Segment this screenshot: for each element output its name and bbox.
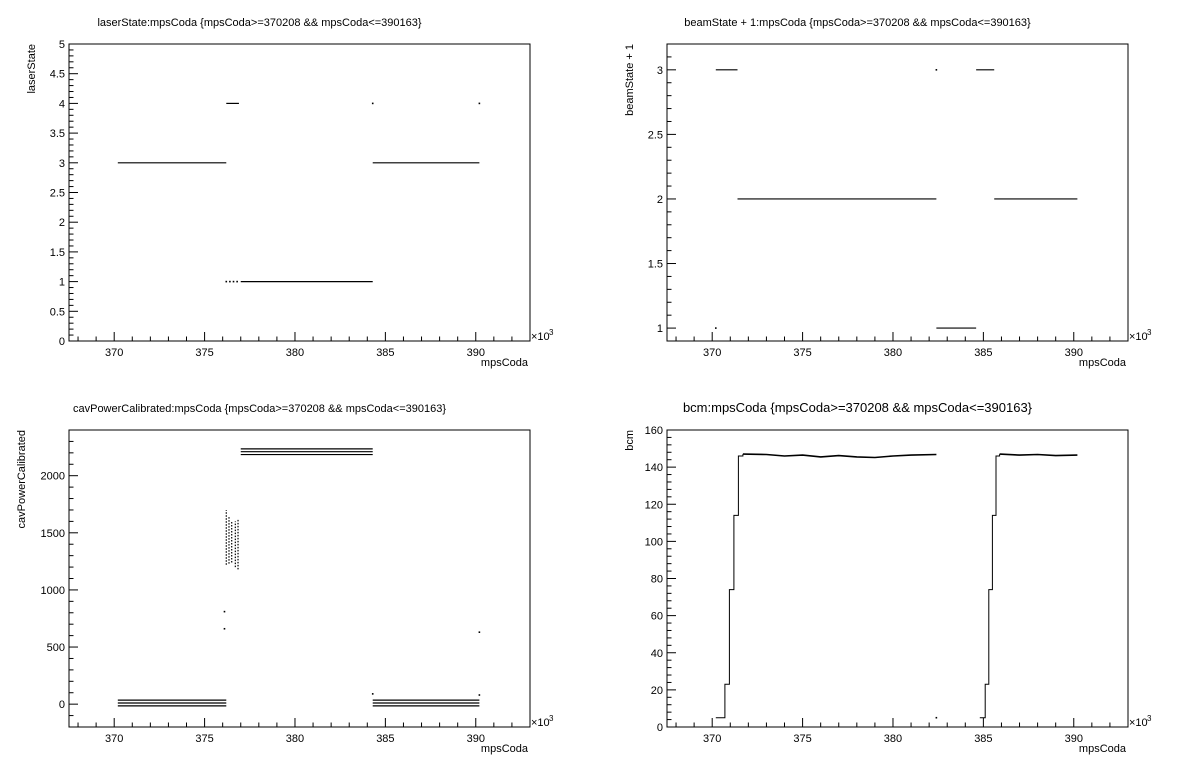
data-point (223, 610, 226, 613)
y-tick-label: 1 (657, 323, 663, 335)
plot-frame (68, 429, 531, 728)
data-point (225, 280, 228, 283)
x-axis-label: mpsCoda (481, 743, 529, 755)
y-tick-label: 3 (59, 158, 65, 170)
x-tick-label: 385 (974, 347, 992, 359)
y-tick-label: 60 (651, 611, 663, 623)
data-point (223, 627, 226, 630)
y-tick-label: 20 (651, 685, 663, 697)
y-tick-label: 80 (651, 574, 663, 586)
chart-title: cavPowerCalibrated:mpsCoda {mpsCoda>=370… (73, 403, 446, 415)
x-axis-label: mpsCoda (1079, 743, 1127, 755)
y-axis-label: cavPowerCalibrated (16, 430, 28, 528)
y-tick-label: 0 (657, 722, 663, 734)
x-axis-multiplier: ×10 (1129, 331, 1148, 343)
x-tick-label: 375 (793, 733, 811, 745)
y-axis-label: bcm (624, 430, 636, 451)
data-point (229, 280, 231, 283)
plot-frame (666, 43, 1129, 342)
x-axis-exponent: 3 (549, 714, 554, 723)
y-tick-label: 4 (59, 98, 65, 110)
y-tick-label: 1.5 (50, 247, 65, 259)
y-tick-label: 40 (651, 648, 663, 660)
y-tick-label: 1500 (41, 528, 65, 540)
x-axis-exponent: 3 (1147, 714, 1152, 723)
y-tick-label: 500 (47, 642, 65, 654)
x-axis-exponent: 3 (549, 328, 554, 337)
data-series-plateau2 (999, 453, 1078, 457)
y-tick-label: 4.5 (50, 69, 65, 81)
x-tick-label: 380 (884, 347, 902, 359)
x-axis-multiplier: ×10 (531, 331, 550, 343)
y-tick-label: 0 (59, 336, 65, 348)
x-tick-label: 385 (376, 347, 394, 359)
y-tick-label: 120 (645, 499, 663, 511)
plot-frame (666, 429, 1129, 728)
y-tick-label: 2.5 (648, 129, 663, 141)
y-axis-label: laserState (26, 44, 38, 94)
x-tick-label: 370 (105, 733, 123, 745)
x-axis-multiplier: ×10 (531, 717, 550, 729)
x-tick-label: 390 (1065, 347, 1083, 359)
y-tick-label: 1.5 (648, 259, 663, 271)
x-axis-multiplier: ×10 (1129, 717, 1148, 729)
panel-cavPowerCalibrated: cavPowerCalibrated:mpsCoda {mpsCoda>=370… (16, 403, 554, 755)
data-series-steps2 (979, 454, 1001, 719)
chart-title: beamState + 1:mpsCoda {mpsCoda>=370208 &… (684, 17, 1031, 29)
data-point (478, 631, 481, 633)
x-tick-label: 390 (467, 347, 485, 359)
x-tick-label: 370 (703, 733, 721, 745)
x-tick-label: 385 (974, 733, 992, 745)
panel-beamState: beamState + 1:mpsCoda {mpsCoda>=370208 &… (624, 17, 1152, 369)
data-point (478, 694, 481, 696)
data-point (371, 102, 374, 105)
x-axis-exponent: 3 (1147, 328, 1152, 337)
x-tick-label: 385 (376, 733, 394, 745)
data-series-plateau (742, 453, 937, 459)
x-axis-label: mpsCoda (481, 357, 529, 369)
plot-frame (68, 43, 531, 342)
data-point (371, 693, 374, 695)
chart-title: laserState:mpsCoda {mpsCoda>=370208 && m… (97, 17, 421, 29)
x-axis-label: mpsCoda (1079, 357, 1127, 369)
data-point (935, 69, 938, 71)
data-point (236, 280, 238, 283)
y-tick-label: 140 (645, 462, 663, 474)
y-tick-label: 3 (657, 65, 663, 77)
panel-laserState: laserState:mpsCoda {mpsCoda>=370208 && m… (26, 17, 554, 369)
x-tick-label: 380 (884, 733, 902, 745)
y-tick-label: 100 (645, 536, 663, 548)
x-tick-label: 375 (793, 347, 811, 359)
data-series-steps (715, 454, 744, 719)
y-tick-label: 3.5 (50, 128, 65, 140)
chart-title: bcm:mpsCoda {mpsCoda>=370208 && mpsCoda<… (683, 400, 1033, 415)
data-point (478, 102, 481, 105)
data-point (232, 280, 235, 283)
y-tick-label: 1000 (41, 585, 65, 597)
y-axis-label: beamState + 1 (624, 44, 636, 116)
x-tick-label: 370 (105, 347, 123, 359)
y-tick-label: 0 (59, 699, 65, 711)
y-tick-label: 2.5 (50, 188, 65, 200)
y-tick-label: 1 (59, 277, 65, 289)
x-tick-label: 380 (286, 347, 304, 359)
x-tick-label: 380 (286, 733, 304, 745)
y-tick-label: 0.5 (50, 306, 65, 318)
y-tick-label: 160 (645, 425, 663, 437)
data-point (935, 716, 938, 719)
y-tick-label: 2 (59, 217, 65, 229)
x-tick-label: 390 (467, 733, 485, 745)
data-point (715, 327, 717, 329)
x-tick-label: 370 (703, 347, 721, 359)
y-tick-label: 2000 (41, 471, 65, 483)
y-tick-label: 5 (59, 39, 65, 51)
panel-bcm: bcm:mpsCoda {mpsCoda>=370208 && mpsCoda<… (624, 400, 1152, 755)
x-tick-label: 390 (1065, 733, 1083, 745)
y-tick-label: 2 (657, 194, 663, 206)
x-tick-label: 375 (195, 347, 213, 359)
x-tick-label: 375 (195, 733, 213, 745)
